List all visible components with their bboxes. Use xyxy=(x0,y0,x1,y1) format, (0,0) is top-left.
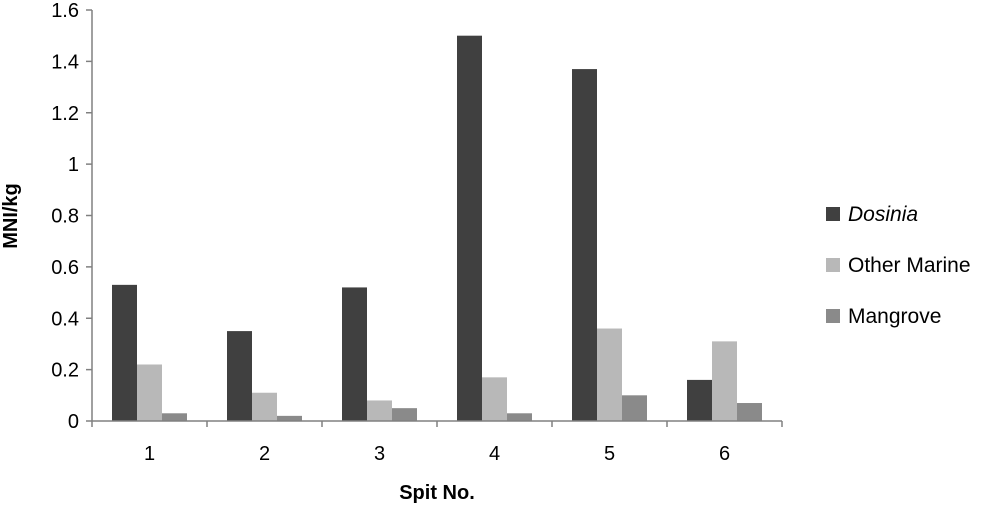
y-tick-label: 1 xyxy=(68,154,79,176)
y-tick-label: 1.4 xyxy=(51,51,79,73)
bar-mangrove-spit-2 xyxy=(277,415,302,421)
bar-other-marine-spit-6 xyxy=(712,341,737,421)
y-tick-label: 0.8 xyxy=(51,206,79,228)
x-tick-label: 3 xyxy=(374,443,385,465)
bar-mangrove-spit-5 xyxy=(622,395,647,421)
bar-other-marine-spit-2 xyxy=(252,392,277,421)
y-tick-label: 0.6 xyxy=(51,257,79,279)
bar-mangrove-spit-3 xyxy=(392,408,417,421)
bar-dosinia-spit-2 xyxy=(227,331,252,421)
bar-other-marine-spit-3 xyxy=(367,400,392,421)
y-tick-label: 0.2 xyxy=(51,360,79,382)
y-tick-label: 1.6 xyxy=(51,0,79,22)
bar-other-marine-spit-5 xyxy=(597,328,622,421)
bar-dosinia-spit-5 xyxy=(572,69,597,422)
legend: Dosinia Other Marine Mangrove xyxy=(826,203,971,328)
x-tick-label: 6 xyxy=(719,443,730,465)
bar-dosinia-spit-4 xyxy=(457,35,482,421)
plot-area: 0 0.2 0.4 0.6 0.8 1 1.2 1.4 1.6 1 2 3 4 5 6 xyxy=(51,0,783,465)
legend-label-dosinia: Dosinia xyxy=(848,203,918,226)
bar-mangrove-spit-1 xyxy=(162,413,187,421)
y-axis-title: MNI/kg xyxy=(0,183,22,249)
bar-mangrove-spit-4 xyxy=(507,413,532,421)
x-tick-label: 1 xyxy=(144,443,155,465)
bar-dosinia-spit-1 xyxy=(112,284,137,421)
x-axis-title: Spit No. xyxy=(399,482,475,504)
x-tick-label: 2 xyxy=(259,443,270,465)
bar-dosinia-spit-6 xyxy=(687,379,712,421)
y-tick-label: 1.2 xyxy=(51,103,79,125)
y-tick-label: 0 xyxy=(68,411,79,433)
legend-swatch-dosinia xyxy=(826,207,840,221)
bar-other-marine-spit-4 xyxy=(482,377,507,421)
bar-mangrove-spit-6 xyxy=(737,403,762,421)
x-tick-label: 4 xyxy=(489,443,500,465)
bar-other-marine-spit-1 xyxy=(137,364,162,421)
bar-dosinia-spit-3 xyxy=(342,287,367,421)
legend-label-mangrove: Mangrove xyxy=(848,305,941,328)
legend-swatch-other-marine xyxy=(826,258,840,272)
legend-label-other-marine: Other Marine xyxy=(848,254,971,277)
x-tick-label: 5 xyxy=(604,443,615,465)
y-tick-label: 0.4 xyxy=(51,308,79,330)
legend-swatch-mangrove xyxy=(826,309,840,323)
